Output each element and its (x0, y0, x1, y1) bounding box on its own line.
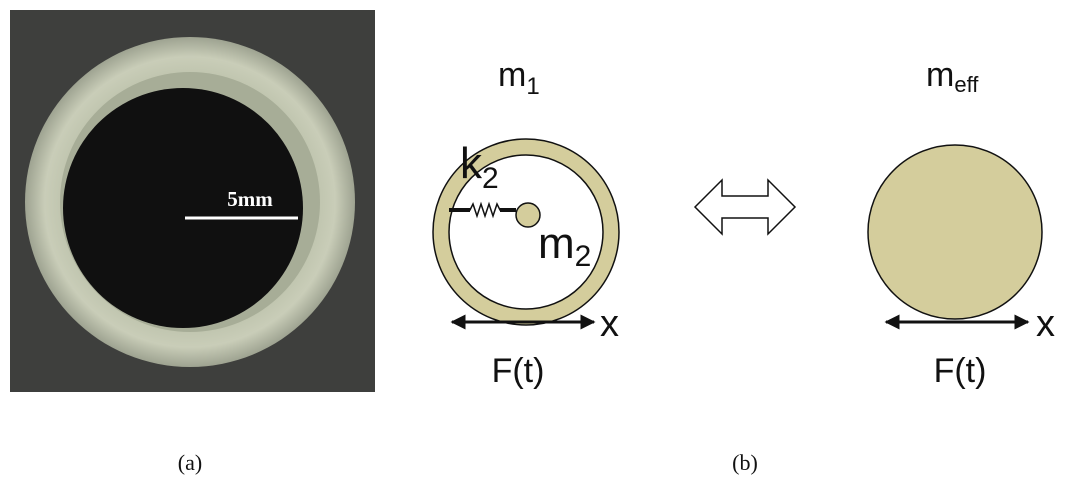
caption-a: (a) (178, 450, 202, 475)
caption-b: (b) (732, 450, 758, 475)
effective-mass (868, 145, 1042, 319)
left-model: m1 k2 m2 x F(t) (433, 56, 619, 390)
mass1-label: m1 (498, 56, 540, 100)
scale-label: 5mm (227, 187, 273, 211)
inner-mass (516, 203, 540, 227)
force-label: F(t) (492, 352, 545, 390)
mass-label: meff (926, 56, 979, 97)
axis-label: x (1036, 303, 1055, 345)
equivalence-arrow (695, 180, 795, 234)
mass2-label: m2 (538, 219, 591, 273)
photo: 5mm (10, 10, 375, 392)
right-model: meff x F(t) (868, 56, 1055, 390)
axis-label: x (600, 303, 619, 345)
force-label: F(t) (934, 352, 987, 390)
figure: 5mm m1 k2 m2 x F(t) meff x F(t) (a) (b) (0, 0, 1069, 479)
